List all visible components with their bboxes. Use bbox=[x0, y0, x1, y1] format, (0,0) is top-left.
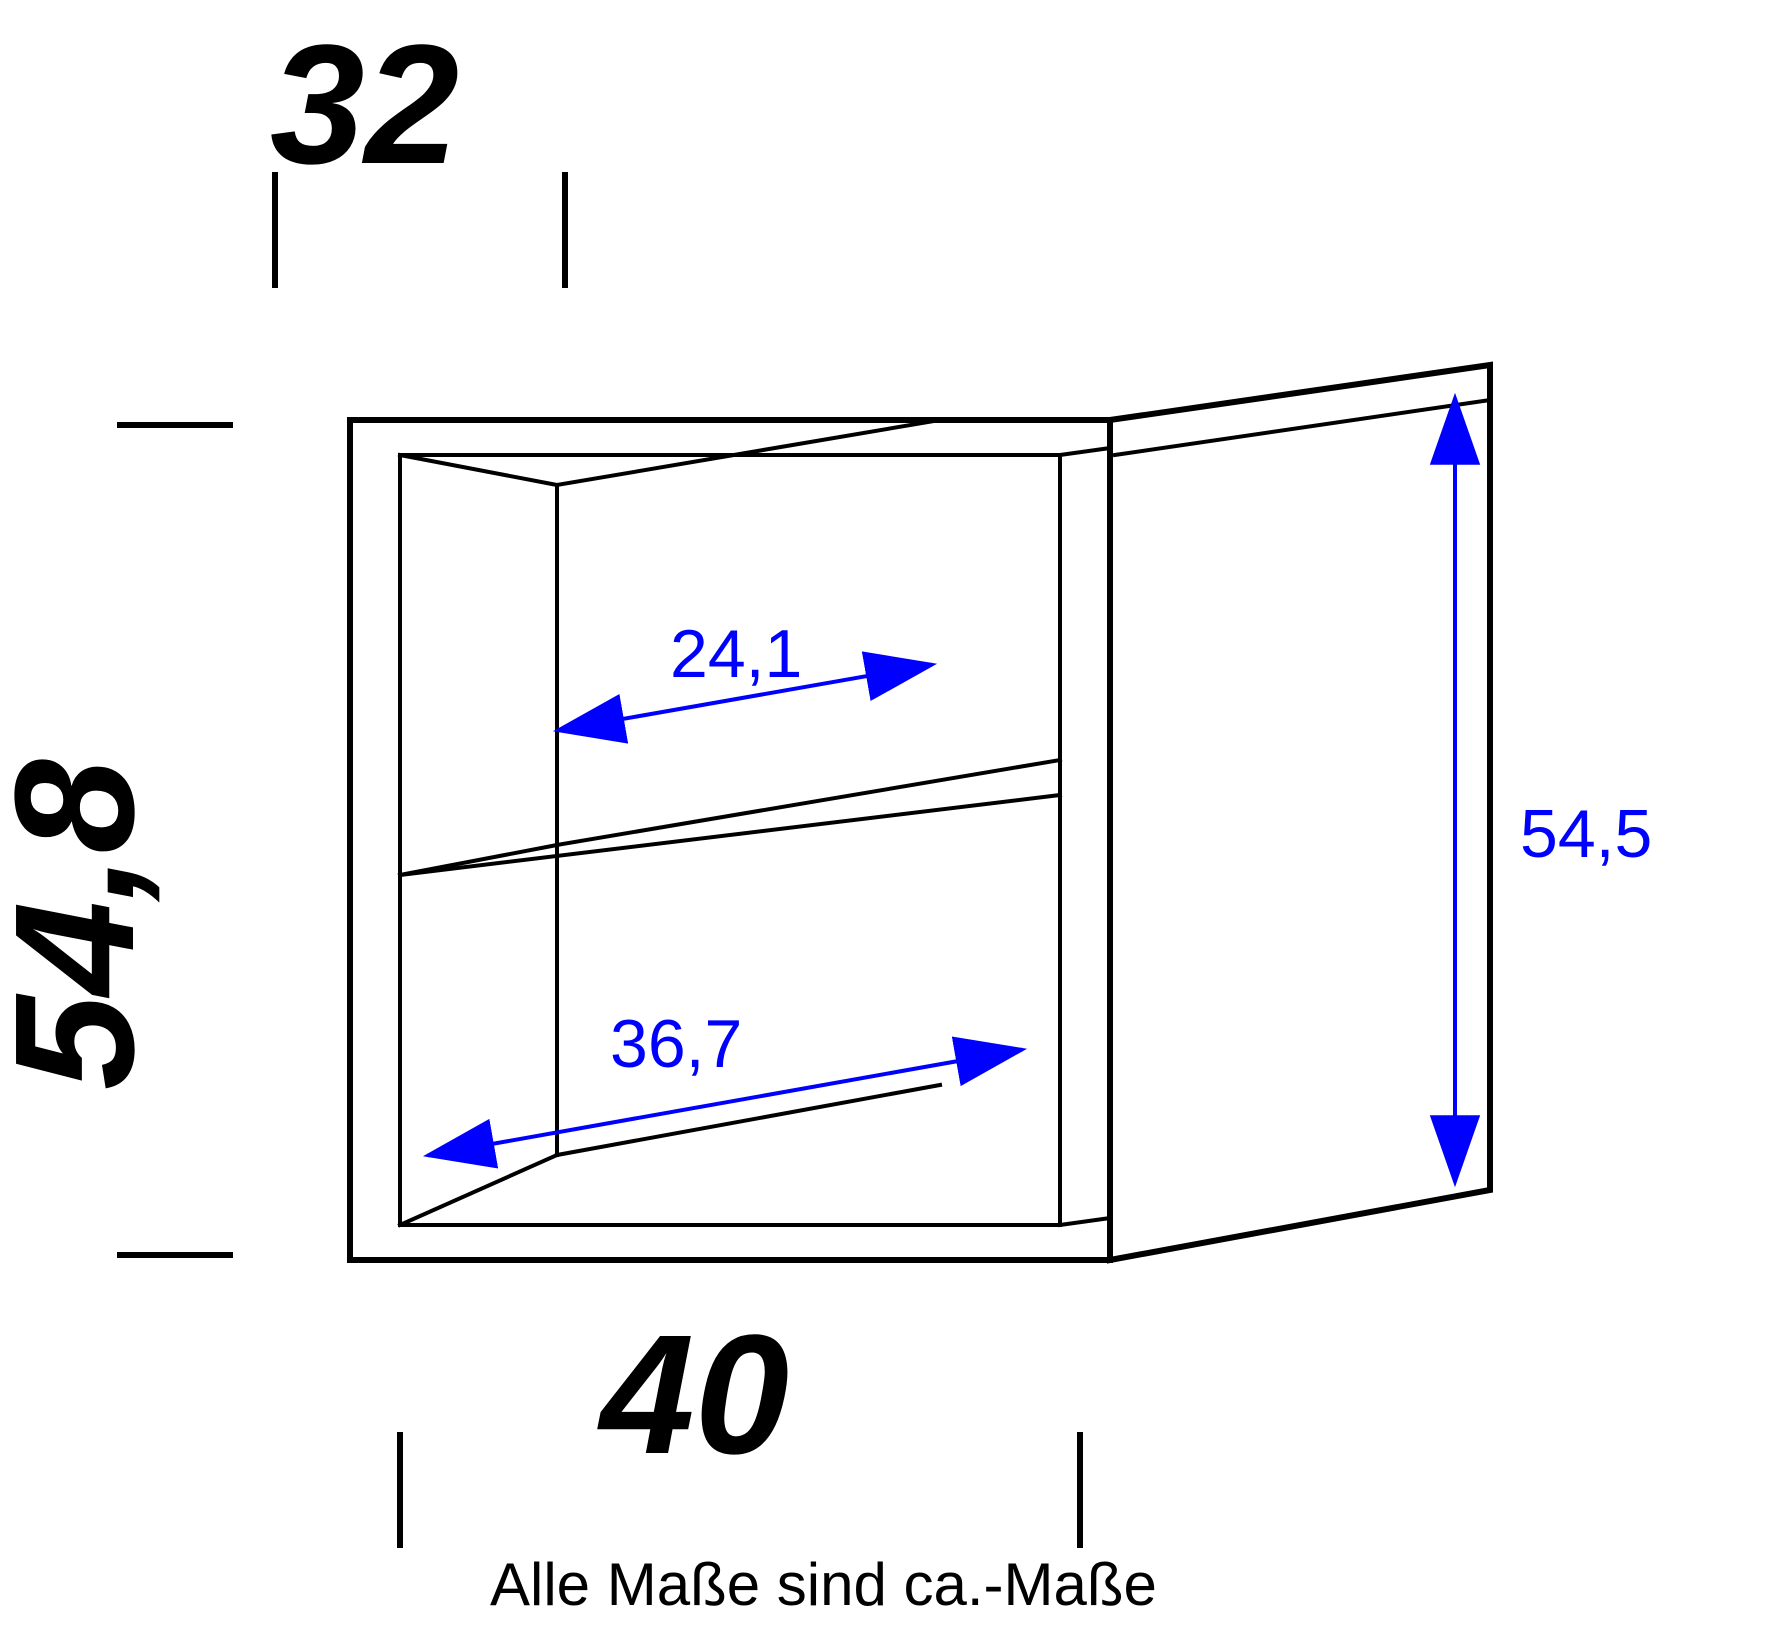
inner-shelf-depth-label: 24,1 bbox=[670, 620, 802, 688]
diagram-stage: 32 54,8 40 24,1 36,7 54,5 Alle Maße sind… bbox=[0, 0, 1777, 1629]
dimension-height-label: 54,8 bbox=[0, 759, 160, 1090]
inner-width-label: 36,7 bbox=[610, 1010, 742, 1078]
cabinet-drawing bbox=[0, 0, 1777, 1629]
caption-text: Alle Maße sind ca.-Maße bbox=[490, 1550, 1157, 1619]
dimension-depth-label: 32 bbox=[270, 20, 459, 190]
inner-height-label: 54,5 bbox=[1520, 800, 1652, 868]
dimension-width-label: 40 bbox=[600, 1310, 789, 1480]
